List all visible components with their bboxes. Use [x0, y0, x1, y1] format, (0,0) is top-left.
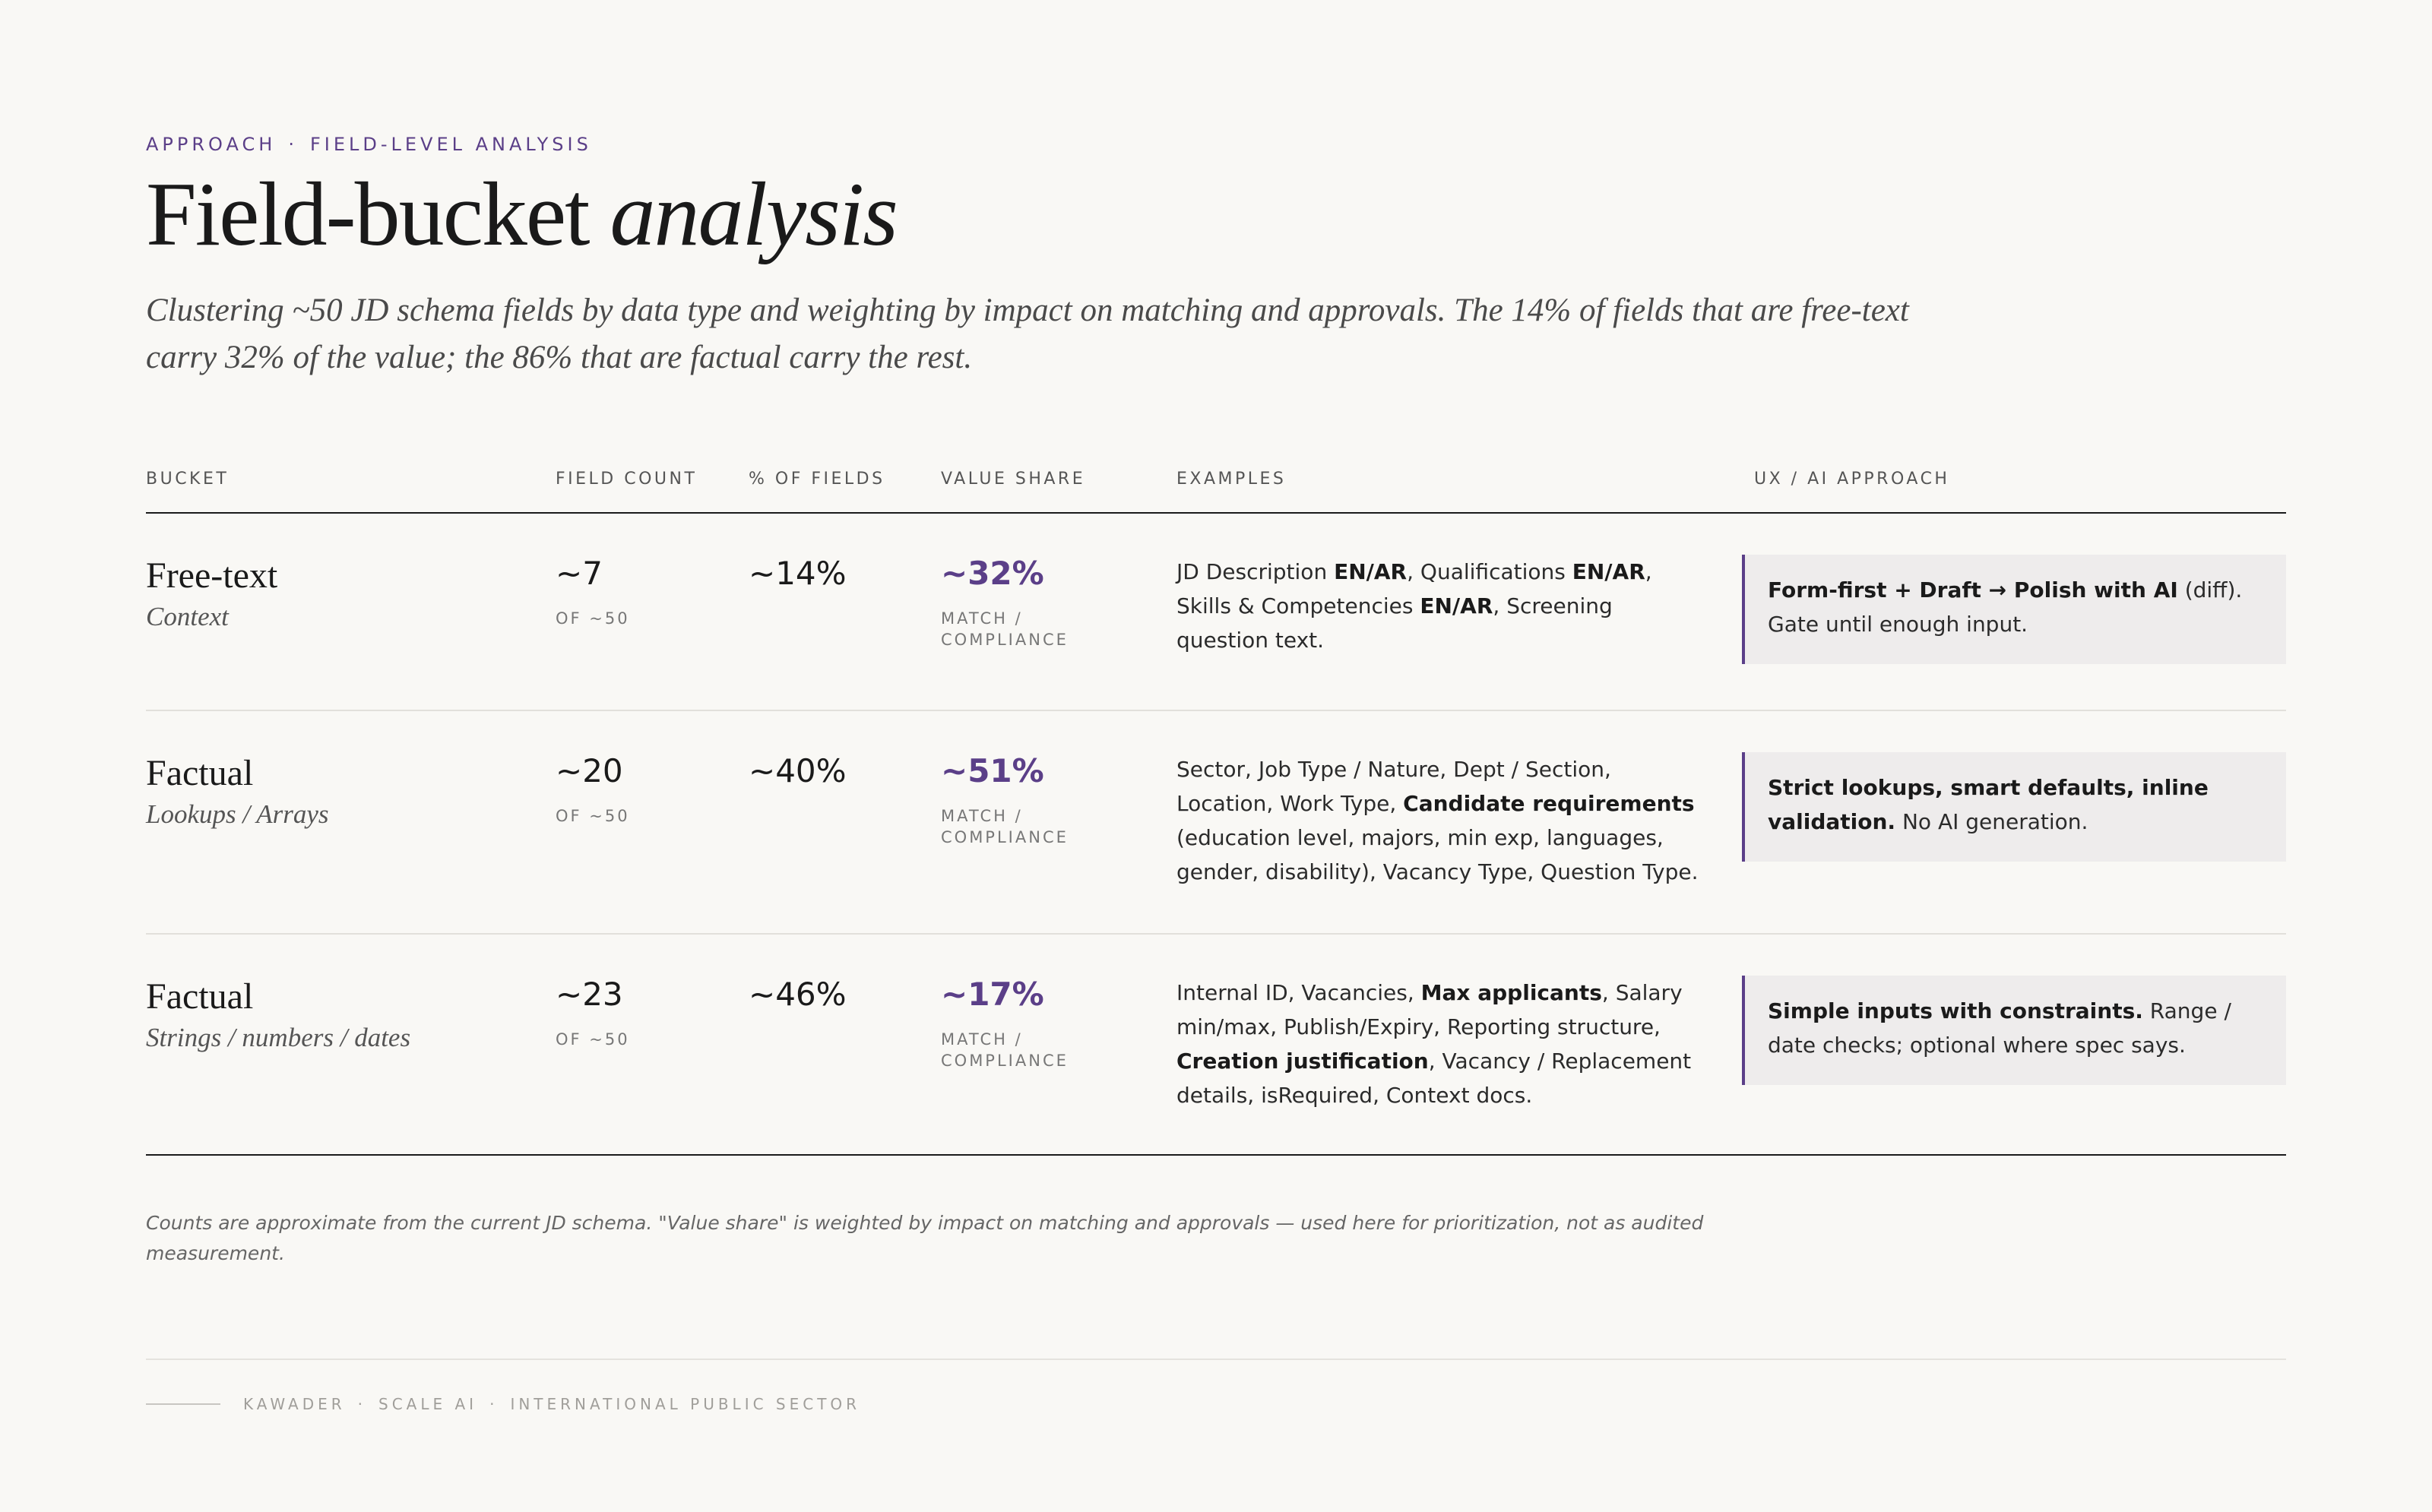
footer-client: KAWADER [243, 1395, 346, 1413]
approach-callout: Simple inputs with constraints. Range / … [1742, 976, 2286, 1085]
field-count-note: OF ~50 [556, 1030, 630, 1049]
value-share: ~17% [941, 976, 1044, 1013]
body-text: Range / date checks; optional where spec… [1768, 998, 2231, 1058]
value-share-note: MATCH / COMPLIANCE [941, 609, 1069, 649]
header-pct-fields: % OF FIELDS [749, 470, 885, 489]
examples-cell: Sector, Job Type / Nature, Dept / Sectio… [1176, 752, 1708, 889]
title-plain: Field-bucket [146, 163, 610, 264]
footer-sector: INTERNATIONAL PUBLIC SECTOR [510, 1395, 861, 1413]
field-count: ~23 [556, 976, 623, 1013]
footer-accent-line [146, 1403, 220, 1405]
body-text: (education level, majors, min exp, langu… [1176, 825, 1699, 884]
footer-credits: KAWADER · SCALE AI · INTERNATIONAL PUBLIC SE… [243, 1395, 860, 1413]
bucket-name: Free-text [146, 555, 278, 596]
eyebrow-section: APPROACH [146, 134, 277, 155]
footnote: Counts are approximate from the current … [146, 1212, 1704, 1264]
body-text: JD Description [1176, 559, 1335, 584]
emphasis-text: EN/AR [1420, 593, 1493, 618]
examples-cell: JD Description EN/AR, Qualifications EN/… [1176, 555, 1708, 657]
emphasis-text: Strict lookups, smart defaults, inline v… [1768, 775, 2209, 834]
eyebrow-topic: FIELD-LEVEL ANALYSIS [309, 134, 592, 155]
header-value-share: VALUE SHARE [941, 470, 1086, 489]
body-text: , Screening question text. [1176, 593, 1613, 653]
approach-callout: Form-first + Draft → Polish with AI (dif… [1742, 555, 2286, 664]
body-text: , Salary min/max, Publish/Expiry, Report… [1176, 980, 1683, 1039]
header-approach: UX / AI APPROACH [1754, 470, 1950, 489]
page-subtitle: Clustering ~50 JD schema fields by data … [146, 293, 1909, 375]
pct-fields: ~46% [749, 976, 847, 1013]
approach-callout: Strict lookups, smart defaults, inline v… [1742, 752, 2286, 862]
emphasis-text: Form-first + Draft → Polish with AI [1768, 577, 2178, 603]
page-title: Field-bucket analysis [146, 161, 898, 267]
body-text: (diff). Gate until enough input. [1768, 577, 2243, 637]
value-share: ~32% [941, 555, 1044, 592]
emphasis-text: EN/AR [1334, 559, 1408, 584]
bucket-name: Factual [146, 976, 254, 1017]
bucket-subtitle: Context [146, 602, 229, 631]
header-bucket: BUCKET [146, 470, 230, 489]
bucket-name: Factual [146, 753, 254, 793]
field-count-note: OF ~50 [556, 609, 630, 628]
emphasis-text: Candidate requirements [1403, 791, 1695, 816]
emphasis-text: Creation justification [1176, 1049, 1429, 1074]
pct-fields: ~40% [749, 752, 847, 789]
table-bottom-rule [146, 1154, 2286, 1156]
body-text: Sector, Job Type / Nature, Dept / Sectio… [1176, 757, 1611, 816]
header-examples: EXAMPLES [1176, 470, 1287, 489]
field-count: ~20 [556, 752, 623, 789]
title-italic: analysis [610, 163, 898, 264]
field-count-note: OF ~50 [556, 807, 630, 825]
row-divider [146, 933, 2286, 935]
field-count: ~7 [556, 555, 603, 592]
value-share: ~51% [941, 752, 1044, 789]
body-text: , Skills & Competencies [1176, 559, 1652, 618]
emphasis-text: Simple inputs with constraints. [1768, 998, 2143, 1023]
value-share-note: MATCH / COMPLIANCE [941, 807, 1069, 846]
bucket-subtitle: Strings / numbers / dates [146, 1023, 411, 1052]
footer-separator: · [357, 1395, 367, 1413]
body-text: Internal ID, Vacancies, [1176, 980, 1421, 1005]
body-text: , Qualifications [1407, 559, 1572, 584]
footer-separator: · [489, 1395, 499, 1413]
eyebrow: APPROACH · FIELD-LEVEL ANALYSIS [146, 134, 592, 155]
body-text: , Vacancy / Replacement details, isRequi… [1176, 1049, 1692, 1108]
bucket-subtitle: Lookups / Arrays [146, 799, 329, 829]
row-divider [146, 710, 2286, 711]
table-header-rule [146, 512, 2286, 514]
value-share-note: MATCH / COMPLIANCE [941, 1030, 1069, 1070]
header-field-count: FIELD COUNT [556, 470, 698, 489]
footer-org: SCALE AI [378, 1395, 478, 1413]
body-text: No AI generation. [1895, 809, 2088, 834]
emphasis-text: Max applicants [1420, 980, 1602, 1005]
footer-divider [146, 1359, 2286, 1360]
emphasis-text: EN/AR [1572, 559, 1645, 584]
eyebrow-separator: · [288, 134, 298, 155]
pct-fields: ~14% [749, 555, 847, 592]
examples-cell: Internal ID, Vacancies, Max applicants, … [1176, 976, 1708, 1112]
